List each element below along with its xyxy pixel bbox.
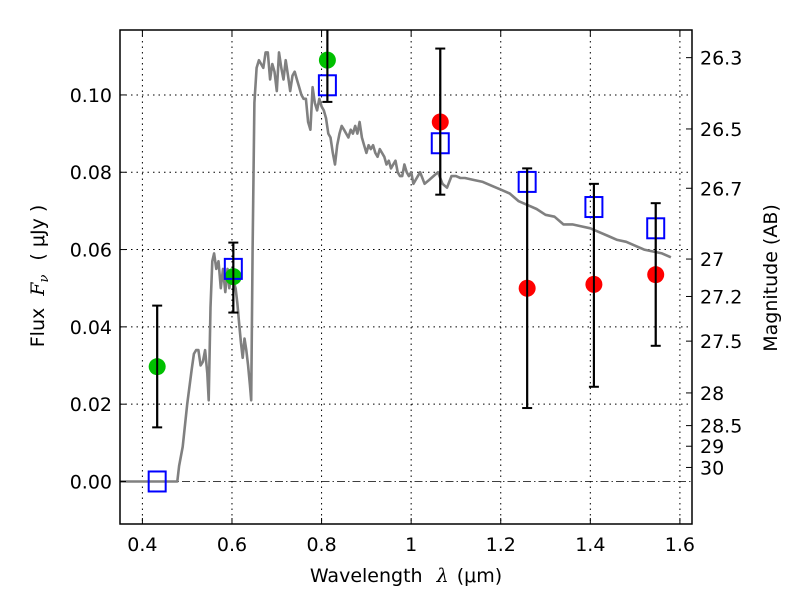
y-axis-label: Flux Fν ( μJy ) [27,205,53,348]
data-points [147,30,666,493]
x-tick-label: 1.2 [486,534,516,556]
y2-tick-label: 26.5 [700,119,742,141]
model-synthetic-photometry-point [147,470,167,493]
y2-tick-label: 30 [700,457,724,479]
y2-tick-label: 27 [700,249,724,271]
plot-border [119,29,693,525]
x-tick-label: 0.8 [306,534,336,556]
y-axis-label-prefix: Flux [27,308,49,348]
error-bars [152,30,661,429]
model-spectrum-path [120,51,672,483]
y-axis-label-unit: ( μJy ) [27,205,49,261]
x-tick-label: 1.4 [575,534,605,556]
y-axis-ticks: 0.00 0.02 0.04 0.06 0.08 0.10 [70,85,126,493]
x-axis-label-unit: (μm) [457,565,502,587]
y2-tick-label: 28 [700,383,724,405]
grid [120,30,692,524]
y-tick-label: 0.08 [70,162,112,184]
y2-tick-label: 29 [700,436,724,458]
y2-tick-label: 26.7 [700,178,742,200]
x-axis-label: Wavelength λ (μm) [310,565,502,587]
y2-tick-label: 28.5 [700,416,742,438]
y-tick-label: 0.00 [70,471,112,493]
y-tick-label: 0.04 [70,317,112,339]
y2-tick-label: 26.3 [700,48,742,70]
y2-tick-label: 27.2 [700,286,742,308]
y2-axis-label: Magnitude (AB) [760,204,782,352]
x-tick-label: 1 [405,534,417,556]
x-tick-label: 0.4 [127,534,157,556]
y-tick-label: 0.02 [70,394,112,416]
model-spectrum-line [120,51,672,483]
y-tick-label: 0.06 [70,240,112,262]
y-axis-label-symbol: F [27,282,49,297]
x-tick-label: 1.6 [665,534,695,556]
x-tick-label: 0.6 [217,534,247,556]
y-axis-label-subscript: ν [37,275,52,283]
plot-frame [119,29,693,525]
x-axis-label-symbol: λ [436,565,449,587]
y-tick-label: 0.10 [70,85,112,107]
x-axis-label-prefix: Wavelength [310,565,423,587]
x-axis-ticks: 0.4 0.6 0.8 1 1.2 1.4 1.6 [127,30,695,556]
y2-tick-label: 27.5 [700,331,742,353]
